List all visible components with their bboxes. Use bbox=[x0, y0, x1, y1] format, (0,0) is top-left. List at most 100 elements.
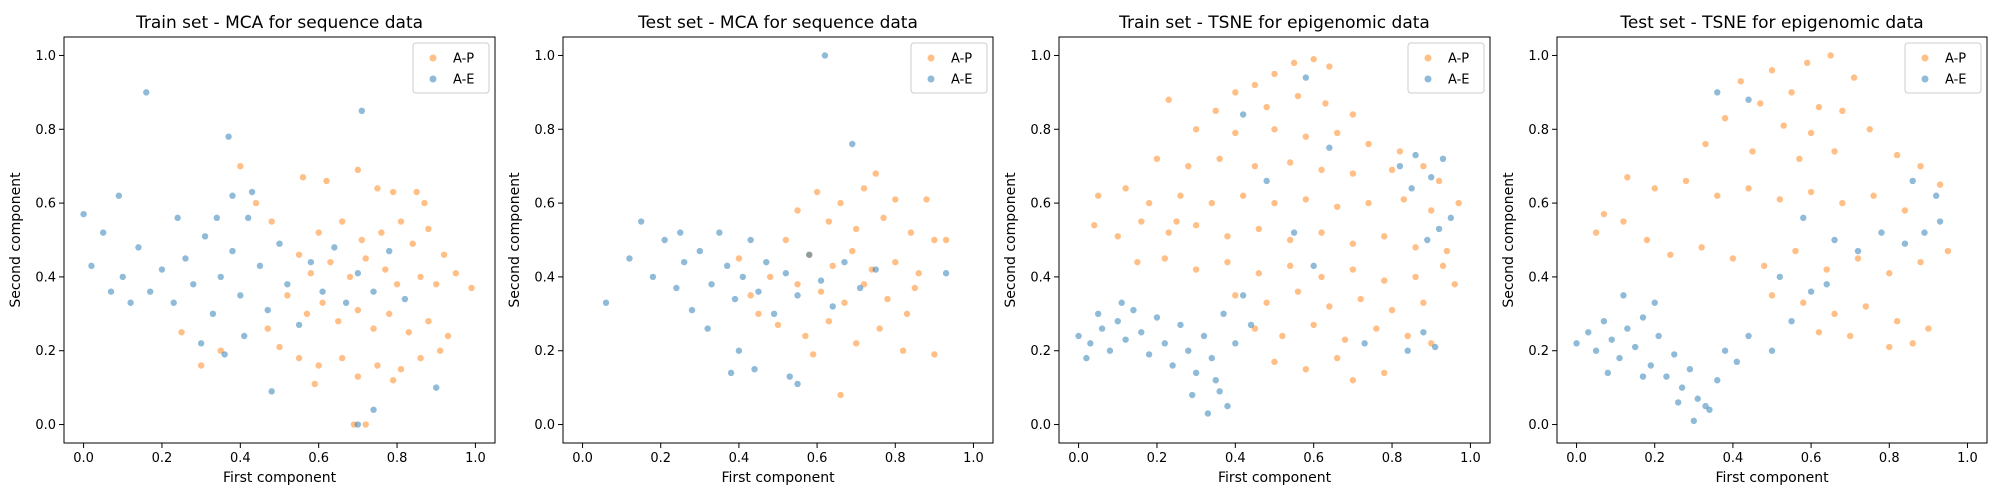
data-point bbox=[1185, 347, 1192, 354]
data-point bbox=[1271, 199, 1278, 207]
data-point bbox=[1616, 354, 1623, 362]
x-tick-label: 0.0 bbox=[572, 451, 593, 466]
x-tick-label: 1.0 bbox=[465, 451, 486, 466]
data-point bbox=[374, 185, 381, 192]
data-point bbox=[229, 247, 236, 255]
y-tick-label: 0.0 bbox=[534, 418, 555, 433]
y-tick-label: 0.4 bbox=[1030, 270, 1051, 285]
data-point bbox=[770, 310, 778, 318]
data-point bbox=[401, 295, 409, 303]
data-point bbox=[276, 240, 283, 247]
data-point bbox=[197, 362, 205, 369]
series-a-e bbox=[80, 89, 440, 428]
data-point bbox=[1420, 162, 1427, 170]
data-point bbox=[1318, 229, 1325, 236]
data-point bbox=[1106, 347, 1114, 354]
legend-label: A-P bbox=[453, 52, 474, 67]
data-point bbox=[1094, 310, 1102, 318]
data-point bbox=[1439, 155, 1447, 162]
data-point bbox=[704, 325, 711, 332]
data-point bbox=[1932, 192, 1940, 199]
data-point bbox=[911, 284, 919, 292]
data-point bbox=[884, 295, 891, 303]
data-point bbox=[1318, 166, 1325, 174]
data-point bbox=[649, 273, 657, 281]
data-point bbox=[1886, 270, 1893, 277]
data-point bbox=[382, 266, 389, 273]
data-point bbox=[1302, 133, 1310, 140]
y-tick-label: 0.6 bbox=[1030, 197, 1051, 212]
legend-label: A-P bbox=[951, 52, 972, 67]
data-point bbox=[354, 166, 362, 174]
data-point bbox=[1373, 325, 1380, 332]
data-point bbox=[837, 391, 844, 399]
data-point bbox=[1122, 185, 1129, 192]
data-point bbox=[1220, 310, 1227, 318]
legend: A-P A-E bbox=[1904, 42, 1982, 94]
data-point bbox=[727, 369, 735, 377]
data-point bbox=[1917, 162, 1924, 170]
data-point bbox=[661, 236, 668, 244]
data-point bbox=[903, 310, 911, 318]
data-point bbox=[673, 284, 680, 292]
legend-marker bbox=[927, 75, 935, 83]
data-point bbox=[841, 258, 848, 266]
data-point bbox=[1901, 207, 1909, 214]
x-tick-label: 0.6 bbox=[1303, 451, 1324, 466]
data-point bbox=[1733, 358, 1741, 365]
data-point bbox=[774, 321, 782, 329]
data-point bbox=[942, 270, 950, 277]
data-point bbox=[1815, 329, 1823, 336]
data-point bbox=[1404, 332, 1411, 340]
legend: A-P A-E bbox=[412, 42, 490, 94]
data-point bbox=[1388, 166, 1396, 174]
data-point bbox=[1212, 377, 1219, 384]
data-point bbox=[436, 347, 444, 354]
data-point bbox=[1114, 233, 1121, 240]
x-tick-label: 0.4 bbox=[1225, 451, 1246, 466]
data-point bbox=[389, 377, 397, 384]
x-tick-label: 0.0 bbox=[1068, 451, 1089, 466]
data-point bbox=[1682, 177, 1690, 185]
data-point bbox=[1271, 358, 1278, 365]
data-point bbox=[1349, 240, 1357, 247]
y-tick-label: 0.8 bbox=[35, 123, 56, 138]
data-point bbox=[1721, 115, 1729, 122]
data-point bbox=[1893, 151, 1901, 159]
data-point bbox=[107, 288, 115, 295]
data-point bbox=[201, 233, 209, 240]
data-point bbox=[1592, 229, 1600, 236]
legend-label: A-E bbox=[951, 73, 973, 88]
data-point bbox=[370, 325, 377, 332]
x-tick-label: 1.0 bbox=[1460, 451, 1481, 466]
data-point bbox=[1381, 233, 1388, 240]
data-point bbox=[1189, 391, 1196, 399]
legend-box bbox=[412, 42, 490, 94]
chart-panel-3: Train set - TSNE for epigenomic data 0.0 0… bbox=[1003, 13, 1491, 486]
data-point bbox=[1639, 314, 1647, 321]
data-point bbox=[1165, 229, 1172, 236]
data-point bbox=[284, 292, 291, 299]
data-point bbox=[747, 236, 754, 244]
data-point bbox=[1850, 74, 1858, 81]
data-point bbox=[1792, 247, 1799, 255]
data-point bbox=[354, 373, 362, 380]
data-point bbox=[244, 214, 252, 222]
data-point bbox=[1714, 89, 1721, 96]
x-tick-label: 0.8 bbox=[387, 451, 408, 466]
data-point bbox=[1455, 199, 1462, 207]
axes-frame bbox=[1058, 36, 1491, 444]
data-point bbox=[1192, 222, 1200, 229]
data-point bbox=[1349, 377, 1357, 384]
x-tick-label: 0.4 bbox=[1723, 451, 1744, 466]
data-point bbox=[1624, 325, 1631, 332]
data-point bbox=[1263, 177, 1270, 185]
data-point bbox=[1866, 126, 1873, 133]
chart-title: Train set - TSNE for epigenomic data bbox=[1118, 13, 1430, 33]
data-point bbox=[1318, 273, 1325, 281]
data-point bbox=[1749, 148, 1756, 155]
y-tick-label: 0.2 bbox=[1030, 344, 1051, 359]
data-point bbox=[425, 225, 432, 233]
data-point bbox=[1408, 185, 1415, 192]
x-tick-label: 0.4 bbox=[230, 451, 251, 466]
